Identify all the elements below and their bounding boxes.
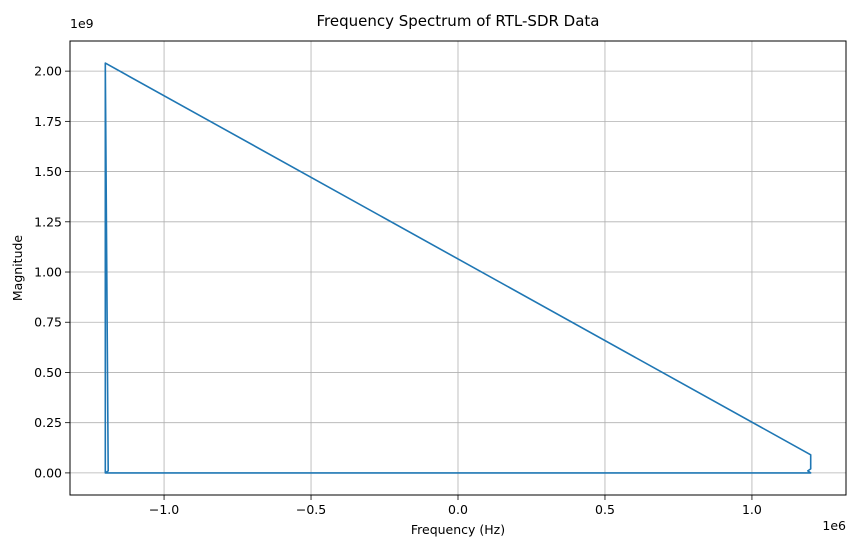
x-tick-label: 0.5 bbox=[595, 502, 615, 517]
y-tick-label: 0.00 bbox=[34, 465, 62, 480]
x-tick-label: −0.5 bbox=[296, 502, 326, 517]
chart-title: Frequency Spectrum of RTL-SDR Data bbox=[316, 12, 599, 30]
y-axis-label: Magnitude bbox=[10, 235, 25, 302]
x-tick-label: 1.0 bbox=[742, 502, 762, 517]
y-tick-label: 1.00 bbox=[34, 265, 62, 280]
y-tick-label: 0.75 bbox=[34, 315, 62, 330]
y-tick-label: 1.75 bbox=[34, 114, 62, 129]
x-tick-label: −1.0 bbox=[149, 502, 179, 517]
ticks: −1.0 −0.5 0.0 0.5 1.0 0.00 0.25 0.50 0.75 1.00 1.2… bbox=[34, 64, 762, 517]
series-line-spectrum bbox=[104, 62, 812, 474]
plot-lines bbox=[104, 62, 812, 474]
y-tick-label: 2.00 bbox=[34, 64, 62, 79]
y-offset-text: 1e9 bbox=[70, 16, 94, 31]
x-tick-label: 0.0 bbox=[448, 502, 468, 517]
x-offset-text: 1e6 bbox=[822, 518, 846, 533]
x-axis-label: Frequency (Hz) bbox=[411, 522, 505, 537]
y-tick-label: 1.50 bbox=[34, 164, 62, 179]
y-tick-label: 1.25 bbox=[34, 214, 62, 229]
y-tick-label: 0.50 bbox=[34, 365, 62, 380]
y-tick-label: 0.25 bbox=[34, 415, 62, 430]
